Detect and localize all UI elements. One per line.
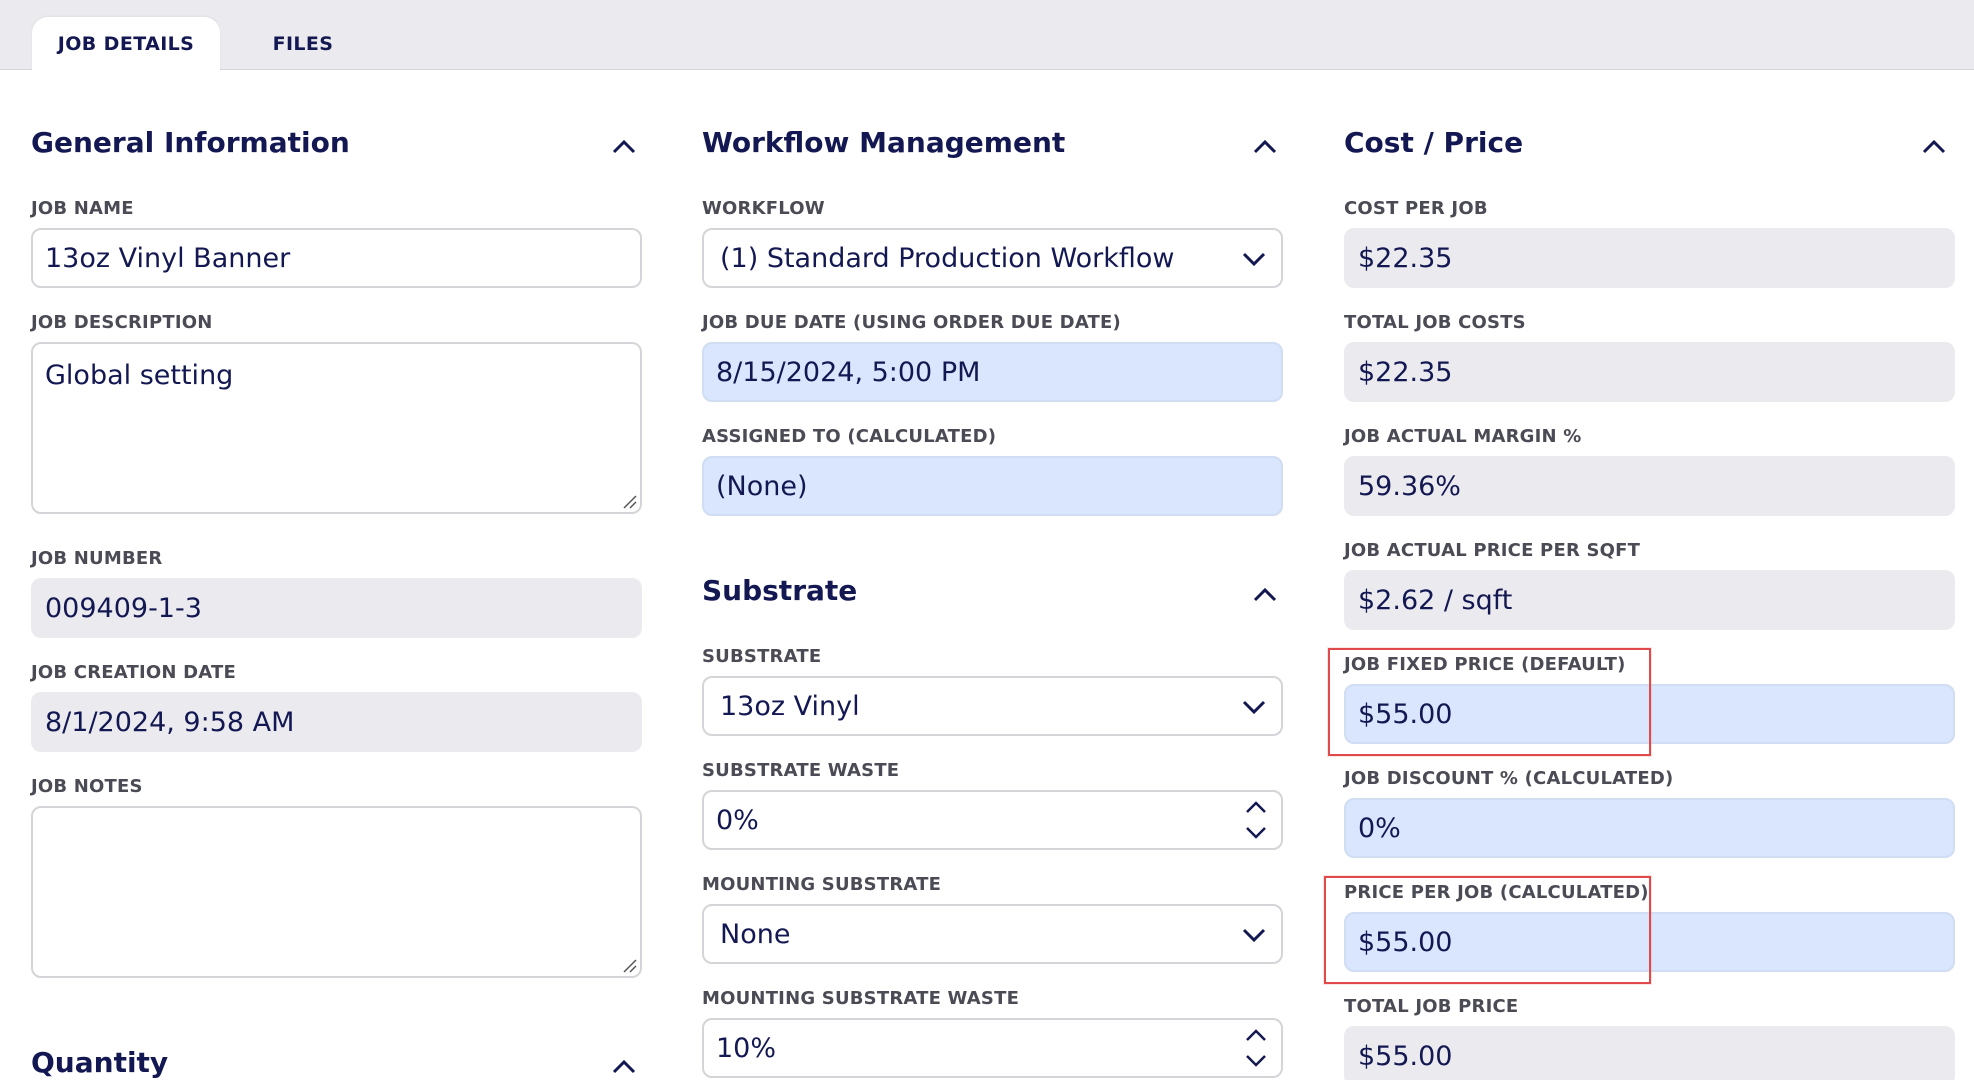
job-due-date-label: JOB DUE DATE (USING ORDER DUE DATE) (702, 312, 1121, 333)
general-information-section: General Information JOB NAME 13oz Vinyl … (31, 70, 642, 1080)
substrate-waste-value: 0% (716, 805, 759, 836)
chevron-up-icon[interactable] (1251, 137, 1279, 157)
substrate-title: Substrate (702, 574, 858, 607)
job-description-text: Global setting (45, 360, 234, 391)
job-creation-date-field: 8/1/2024, 9:58 AM (31, 692, 642, 752)
total-job-costs-field: $22.35 (1344, 342, 1955, 402)
assigned-to-label: ASSIGNED TO (CALCULATED) (702, 426, 997, 447)
general-information-title: General Information (31, 126, 350, 159)
job-actual-margin-label: JOB ACTUAL MARGIN % (1344, 426, 1582, 447)
cost-per-job-field: $22.35 (1344, 228, 1955, 288)
chevron-up-icon[interactable] (1251, 585, 1279, 605)
price-per-job-field: $55.00 (1344, 912, 1955, 972)
total-job-price-label: TOTAL JOB PRICE (1344, 996, 1519, 1017)
cost-price-title: Cost / Price (1344, 126, 1524, 159)
resize-handle-icon[interactable] (621, 957, 637, 973)
assigned-to-field: (None) (702, 456, 1283, 516)
substrate-waste-label: SUBSTRATE WASTE (702, 760, 900, 781)
job-creation-date-label: JOB CREATION DATE (31, 662, 236, 683)
tab-files[interactable]: FILES (272, 33, 334, 55)
job-description-label: JOB DESCRIPTION (31, 312, 213, 333)
chevron-down-icon (1242, 252, 1266, 267)
resize-handle-icon[interactable] (621, 493, 637, 509)
mounting-substrate-waste-label: MOUNTING SUBSTRATE WASTE (702, 988, 1020, 1009)
job-actual-price-sqft-field: $2.62 / sqft (1344, 570, 1955, 630)
price-per-job-label: PRICE PER JOB (CALCULATED) (1344, 882, 1649, 903)
job-number-field: 009409-1-3 (31, 578, 642, 638)
workflow-management-section: Workflow Management WORKFLOW (1) Standar… (702, 70, 1283, 1080)
chevron-up-icon[interactable] (1920, 137, 1948, 157)
quantity-title: Quantity (31, 1046, 169, 1079)
chevron-up-icon[interactable] (610, 137, 638, 157)
mounting-substrate-value: None (720, 919, 791, 950)
job-name-label: JOB NAME (31, 198, 134, 219)
substrate-select-value: 13oz Vinyl (720, 691, 860, 722)
spinner-icon[interactable] (1243, 797, 1269, 843)
job-description-textarea[interactable]: Global setting (31, 342, 642, 514)
total-job-costs-label: TOTAL JOB COSTS (1344, 312, 1526, 333)
job-discount-field: 0% (1344, 798, 1955, 858)
substrate-waste-input[interactable]: 0% (702, 790, 1283, 850)
chevron-up-icon[interactable] (610, 1057, 638, 1077)
mounting-substrate-waste-value: 10% (716, 1033, 777, 1064)
tab-job-details[interactable]: JOB DETAILS (32, 17, 220, 71)
mounting-substrate-waste-input[interactable]: 10% (702, 1018, 1283, 1078)
job-name-input[interactable]: 13oz Vinyl Banner (31, 228, 642, 288)
mounting-substrate-label: MOUNTING SUBSTRATE (702, 874, 942, 895)
tab-bar: JOB DETAILS FILES (0, 0, 1974, 71)
workflow-label: WORKFLOW (702, 198, 825, 219)
workflow-select-value: (1) Standard Production Workflow (720, 243, 1175, 274)
job-discount-label: JOB DISCOUNT % (CALCULATED) (1344, 768, 1674, 789)
job-actual-margin-field: 59.36% (1344, 456, 1955, 516)
substrate-select[interactable]: 13oz Vinyl (702, 676, 1283, 736)
job-notes-label: JOB NOTES (31, 776, 143, 797)
job-fixed-price-label: JOB FIXED PRICE (DEFAULT) (1344, 654, 1626, 675)
total-job-price-field: $55.00 (1344, 1026, 1955, 1080)
job-notes-textarea[interactable] (31, 806, 642, 978)
job-actual-price-sqft-label: JOB ACTUAL PRICE PER SQFT (1344, 540, 1641, 561)
job-due-date-field: 8/15/2024, 5:00 PM (702, 342, 1283, 402)
job-fixed-price-input[interactable]: $55.00 (1344, 684, 1955, 744)
chevron-down-icon (1242, 928, 1266, 943)
cost-price-section: Cost / Price COST PER JOB $22.35 TOTAL J… (1324, 70, 1955, 1080)
job-number-label: JOB NUMBER (31, 548, 163, 569)
workflow-management-title: Workflow Management (702, 126, 1066, 159)
cost-per-job-label: COST PER JOB (1344, 198, 1488, 219)
spinner-icon[interactable] (1243, 1025, 1269, 1071)
mounting-substrate-select[interactable]: None (702, 904, 1283, 964)
substrate-label: SUBSTRATE (702, 646, 822, 667)
chevron-down-icon (1242, 700, 1266, 715)
workflow-select[interactable]: (1) Standard Production Workflow (702, 228, 1283, 288)
